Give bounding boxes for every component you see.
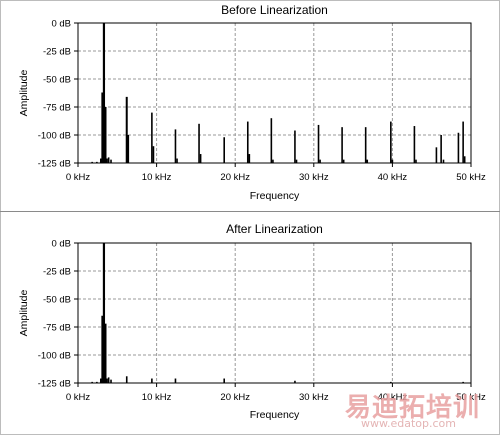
tick-label-x-after: 30 kHz xyxy=(299,392,329,403)
tick-label-x-after: 0 kHz xyxy=(66,392,91,403)
chart-title-after: After Linearization xyxy=(226,222,323,236)
tick-label-x-before: 10 kHz xyxy=(142,172,172,183)
tick-label-y-before: -50 dB xyxy=(43,75,71,86)
watermark-brand: 易迪拓培训 xyxy=(345,393,481,423)
tick-label-y-after: -100 dB xyxy=(38,351,71,362)
tick-label-x-before: 50 kHz xyxy=(456,172,486,183)
tick-label-x-before: 30 kHz xyxy=(299,172,329,183)
tick-label-y-after: 0 dB xyxy=(51,239,71,250)
watermark-url: www.edatop.com xyxy=(361,417,456,430)
chart-title-before: Before Linearization xyxy=(221,3,328,17)
tick-label-x-after: 40 kHz xyxy=(378,392,408,403)
tick-label-y-after: -25 dB xyxy=(43,267,71,278)
plot-area-after xyxy=(77,242,472,384)
tick-label-x-after: 20 kHz xyxy=(220,392,250,403)
tick-label-x-before: 0 kHz xyxy=(66,172,91,183)
tick-label-y-after: -75 dB xyxy=(43,323,71,334)
tick-label-y-before: 0 dB xyxy=(51,19,71,30)
y-axis-label-before: Amplitude xyxy=(18,70,30,117)
tick-label-x-after: 10 kHz xyxy=(142,392,172,403)
tick-label-y-before: -25 dB xyxy=(43,47,71,58)
tick-label-y-before: -75 dB xyxy=(43,103,71,114)
tick-label-x-before: 20 kHz xyxy=(220,172,250,183)
tick-label-y-after: -125 dB xyxy=(38,379,71,390)
x-axis-label-before: Frequency xyxy=(250,190,300,202)
tick-label-x-after: 50 kHz xyxy=(456,392,486,403)
tick-label-y-after: -50 dB xyxy=(43,295,71,306)
watermark-logo: 易迪拓培训 www.edatop.com xyxy=(345,387,495,433)
tick-label-y-before: -100 dB xyxy=(38,131,71,142)
tick-label-y-before: -125 dB xyxy=(38,159,71,170)
plot-area-before xyxy=(77,22,472,164)
tick-label-x-before: 40 kHz xyxy=(378,172,408,183)
x-axis-label-after: Frequency xyxy=(250,409,300,421)
y-axis-label-after: Amplitude xyxy=(18,290,30,337)
